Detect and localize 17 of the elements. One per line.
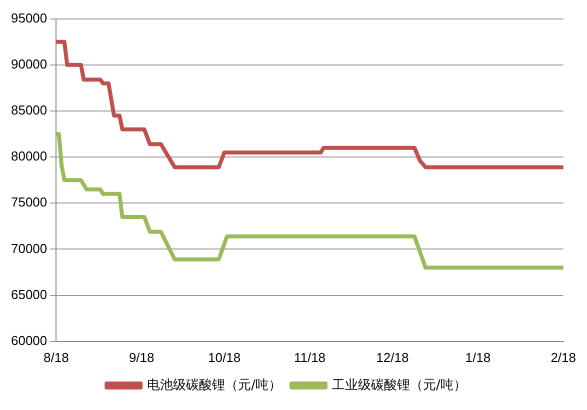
y-tick-label: 85000	[10, 102, 48, 118]
y-tick-label: 65000	[10, 286, 48, 302]
x-tick-label: 10/18	[208, 350, 241, 365]
x-tick-label: 1/18	[465, 350, 491, 365]
y-tick-label: 80000	[10, 148, 48, 164]
x-tick-label: 8/18	[43, 350, 69, 365]
y-tick-label: 60000	[10, 332, 48, 348]
x-tick-label: 9/18	[128, 350, 154, 365]
y-tick-label: 95000	[10, 10, 48, 26]
x-tick-label: 11/18	[294, 350, 326, 365]
y-tick-label: 75000	[10, 194, 48, 210]
y-tick-label: 70000	[10, 240, 48, 256]
legend-label: 电池级碳酸锂（元/吨）	[147, 378, 282, 393]
x-tick-label: 12/18	[376, 350, 409, 365]
y-tick-label: 90000	[10, 56, 48, 72]
x-tick-label: 2/18	[550, 350, 576, 365]
legend-label: 工业级碳酸锂（元/吨）	[332, 378, 466, 393]
